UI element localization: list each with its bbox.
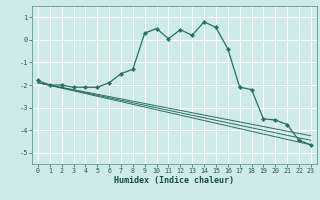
X-axis label: Humidex (Indice chaleur): Humidex (Indice chaleur) (115, 176, 234, 185)
